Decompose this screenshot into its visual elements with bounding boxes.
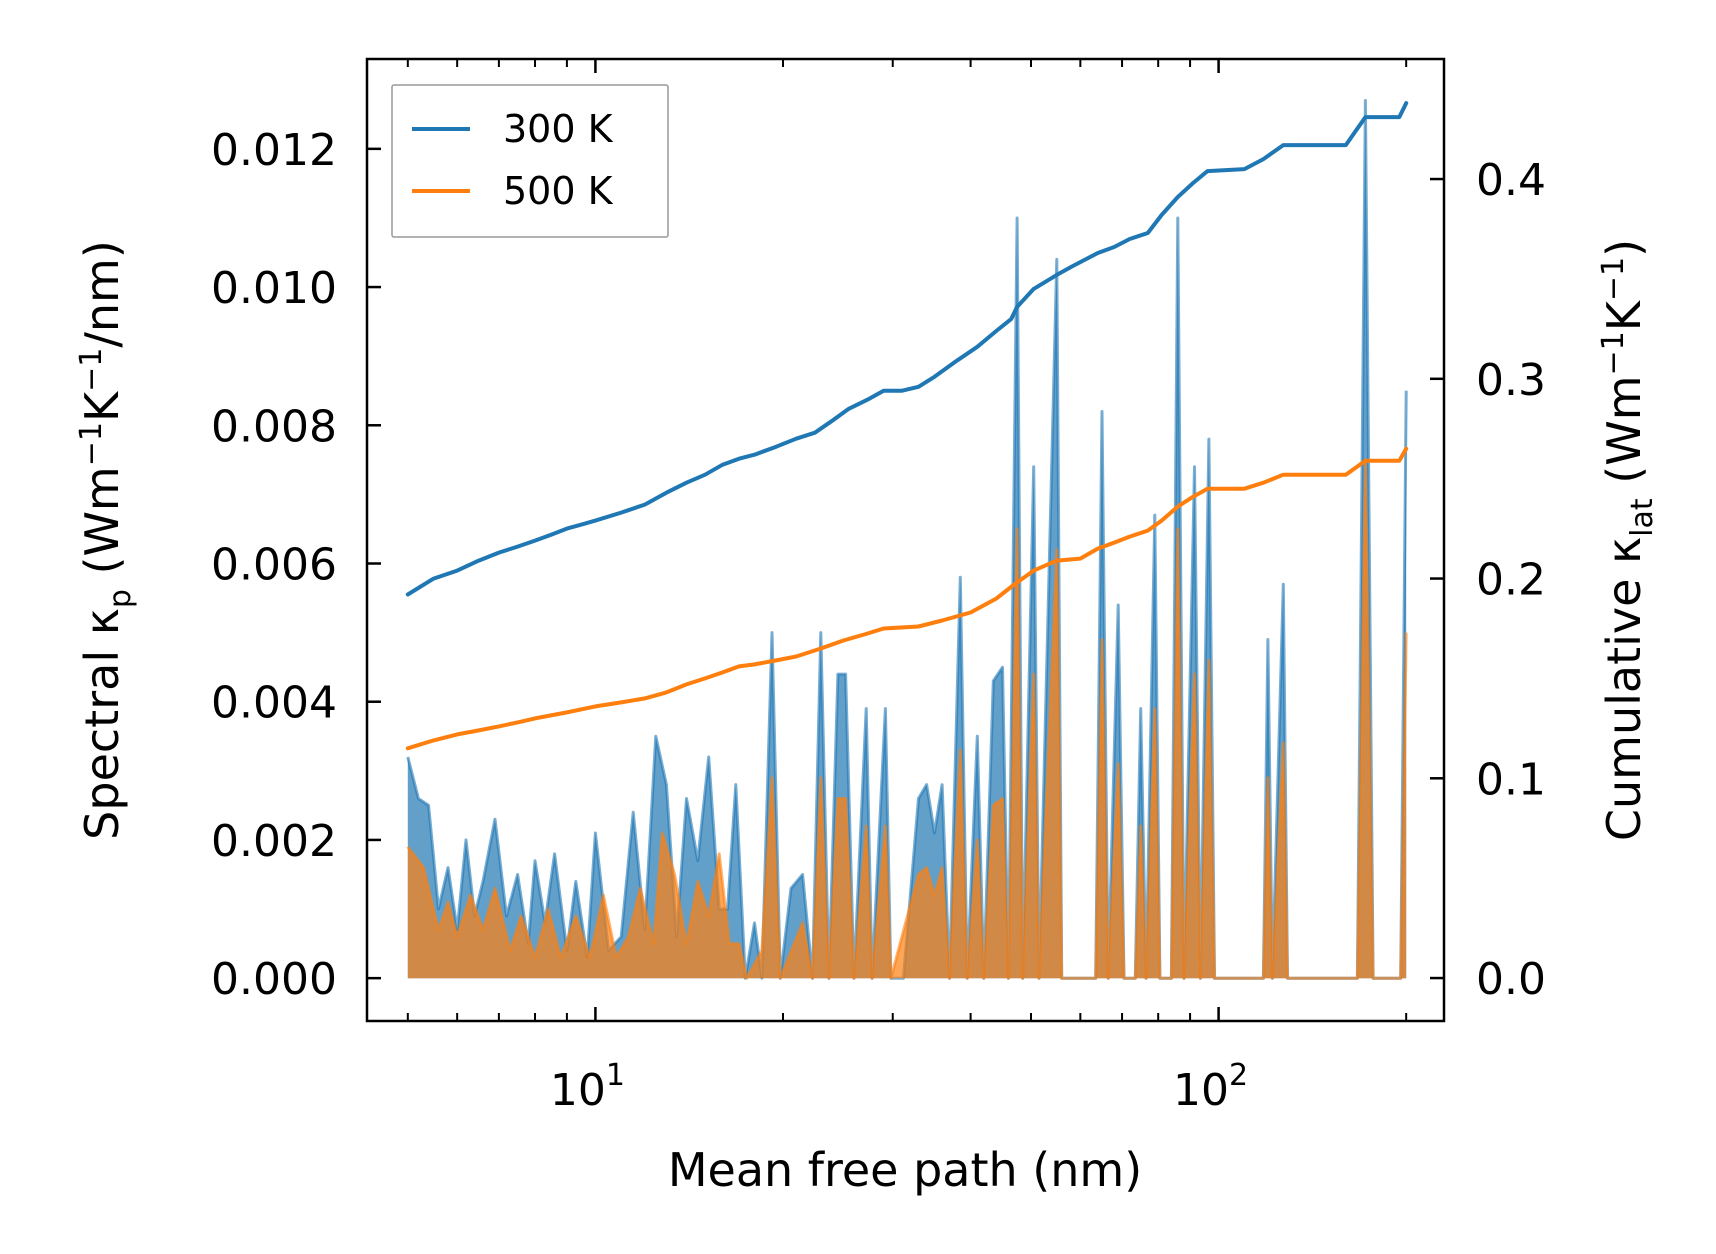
y-left-label-units: (Wm [75, 466, 129, 589]
x-tick-label-base: 10 [1173, 1065, 1229, 1116]
y-axis-label-right: Cumulative κlat (Wm−1K−1) [1596, 239, 1660, 841]
y-axis-label-left: Spectral κp (Wm−1K−1/nm) [74, 240, 138, 840]
cumulative-line-300k [405, 101, 1409, 597]
y-left-label-mid: K [75, 390, 129, 422]
x-tick-label-exponent: 2 [1229, 1058, 1248, 1093]
y-right-label-tail: ) [1597, 239, 1651, 257]
y-right-tick-label: 0.4 [1476, 155, 1546, 206]
legend-frame [391, 84, 669, 238]
x-tick-label: 102 [1173, 1058, 1248, 1116]
legend-label-300k: 300 K [503, 107, 614, 151]
y-left-tick-label: 0.000 [211, 954, 337, 1005]
x-tick-label-exponent: 1 [606, 1058, 625, 1093]
y-right-tick-label: 0.2 [1476, 555, 1546, 606]
y-left-label-tail: /nm) [75, 240, 129, 347]
y-left-tick-label: 0.008 [211, 401, 337, 452]
y-right-label-mid: K [1597, 299, 1651, 331]
cumulative-line-500k [405, 446, 1409, 751]
y-right-label-sub: lat [1625, 498, 1660, 537]
x-tick-label-base: 10 [550, 1065, 606, 1116]
y-left-tick-label: 0.004 [211, 678, 337, 729]
x-tick-label: 101 [550, 1058, 625, 1116]
y-right-tick-label: 0.3 [1476, 355, 1546, 406]
y-left-label-sub: p [103, 589, 138, 608]
y-left-label-sup1: −1 [74, 422, 109, 466]
axis-ticks [367, 59, 1444, 1021]
y-left-tick-label: 0.002 [211, 816, 337, 867]
y-left-tick-label: 0.012 [211, 125, 337, 176]
axes-frame [365, 57, 1446, 1023]
legend: 300 K 500 K [391, 84, 669, 238]
y-right-label-sup2: −1 [1596, 257, 1631, 301]
legend-label-500k: 500 K [503, 169, 614, 213]
y-right-tick-label: 0.0 [1476, 954, 1546, 1005]
y-left-label-sup2: −1 [74, 348, 109, 392]
y-right-label-sup1: −1 [1596, 331, 1631, 375]
y-right-label-units: (Wm [1597, 375, 1651, 498]
y-left-tick-label: 0.010 [211, 263, 337, 314]
axis-tick-labels: 101 1020.0000.0020.0040.0060.0080.0100.01… [211, 125, 1546, 1116]
x-axis-label: Mean free path (nm) [668, 1143, 1142, 1197]
y-left-tick-label: 0.006 [211, 539, 337, 590]
y-right-label-main: Cumulative κ [1597, 537, 1651, 841]
spectral-line-500k [406, 458, 1408, 980]
plot-area [405, 99, 1409, 980]
y-right-tick-label: 0.1 [1476, 754, 1546, 805]
y-left-label-main: Spectral κ [75, 608, 129, 840]
